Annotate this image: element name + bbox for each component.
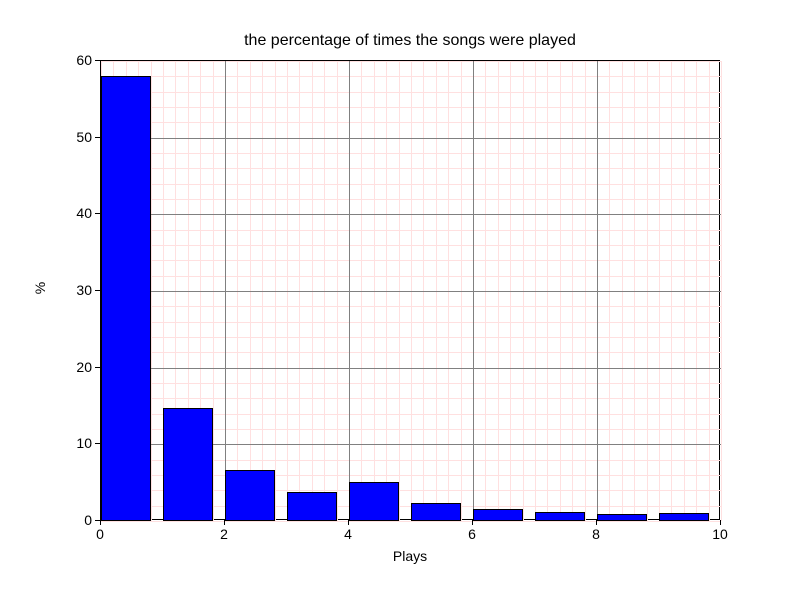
minor-grid-h <box>101 230 721 231</box>
bar <box>349 482 399 521</box>
minor-grid-h <box>101 92 721 93</box>
x-tick-label: 0 <box>96 526 104 542</box>
minor-grid-h <box>101 245 721 246</box>
bar <box>411 503 461 521</box>
x-tick-label: 2 <box>220 526 228 542</box>
y-tick-mark <box>95 290 100 291</box>
y-tick-label: 40 <box>76 205 92 221</box>
y-tick-mark <box>95 60 100 61</box>
minor-grid-h <box>101 184 721 185</box>
x-tick-label: 8 <box>592 526 600 542</box>
minor-grid-h <box>101 153 721 154</box>
x-tick-mark <box>100 520 101 525</box>
bar <box>535 512 585 521</box>
y-tick-mark <box>95 213 100 214</box>
y-tick-label: 20 <box>76 359 92 375</box>
x-axis-label: Plays <box>100 548 720 564</box>
y-tick-label: 0 <box>84 512 92 528</box>
bar <box>659 513 709 521</box>
x-tick-mark <box>224 520 225 525</box>
major-grid-h <box>101 368 721 369</box>
minor-grid-h <box>101 107 721 108</box>
minor-grid-h <box>101 260 721 261</box>
minor-grid-h <box>101 199 721 200</box>
y-tick-label: 60 <box>76 52 92 68</box>
minor-grid-h <box>101 322 721 323</box>
minor-grid-h <box>101 61 721 62</box>
plot-area <box>100 60 720 520</box>
bar <box>101 76 151 521</box>
y-tick-mark <box>95 137 100 138</box>
minor-grid-h <box>101 337 721 338</box>
bar <box>473 509 523 521</box>
y-tick-mark <box>95 367 100 368</box>
x-tick-mark <box>596 520 597 525</box>
y-tick-label: 10 <box>76 435 92 451</box>
y-axis-label: % <box>32 278 48 298</box>
x-tick-mark <box>348 520 349 525</box>
minor-grid-h <box>101 306 721 307</box>
chart-title: the percentage of times the songs were p… <box>100 32 720 50</box>
y-tick-label: 50 <box>76 129 92 145</box>
minor-grid-h <box>101 352 721 353</box>
bar <box>597 514 647 521</box>
y-tick-label: 30 <box>76 282 92 298</box>
bar <box>163 408 213 521</box>
x-tick-label: 4 <box>344 526 352 542</box>
major-grid-h <box>101 214 721 215</box>
bar <box>225 470 275 521</box>
minor-grid-h <box>101 168 721 169</box>
y-tick-mark <box>95 520 100 521</box>
minor-grid-h <box>101 276 721 277</box>
minor-grid-v <box>721 61 722 521</box>
major-grid-h <box>101 291 721 292</box>
chart-figure: the percentage of times the songs were p… <box>0 0 800 600</box>
x-tick-label: 10 <box>712 526 728 542</box>
minor-grid-h <box>101 122 721 123</box>
major-grid-h <box>101 138 721 139</box>
minor-grid-h <box>101 398 721 399</box>
x-tick-mark <box>720 520 721 525</box>
minor-grid-h <box>101 383 721 384</box>
minor-grid-h <box>101 76 721 77</box>
x-tick-mark <box>472 520 473 525</box>
x-tick-label: 6 <box>468 526 476 542</box>
bar <box>287 492 337 521</box>
y-tick-mark <box>95 443 100 444</box>
minor-grid-h <box>101 521 721 522</box>
